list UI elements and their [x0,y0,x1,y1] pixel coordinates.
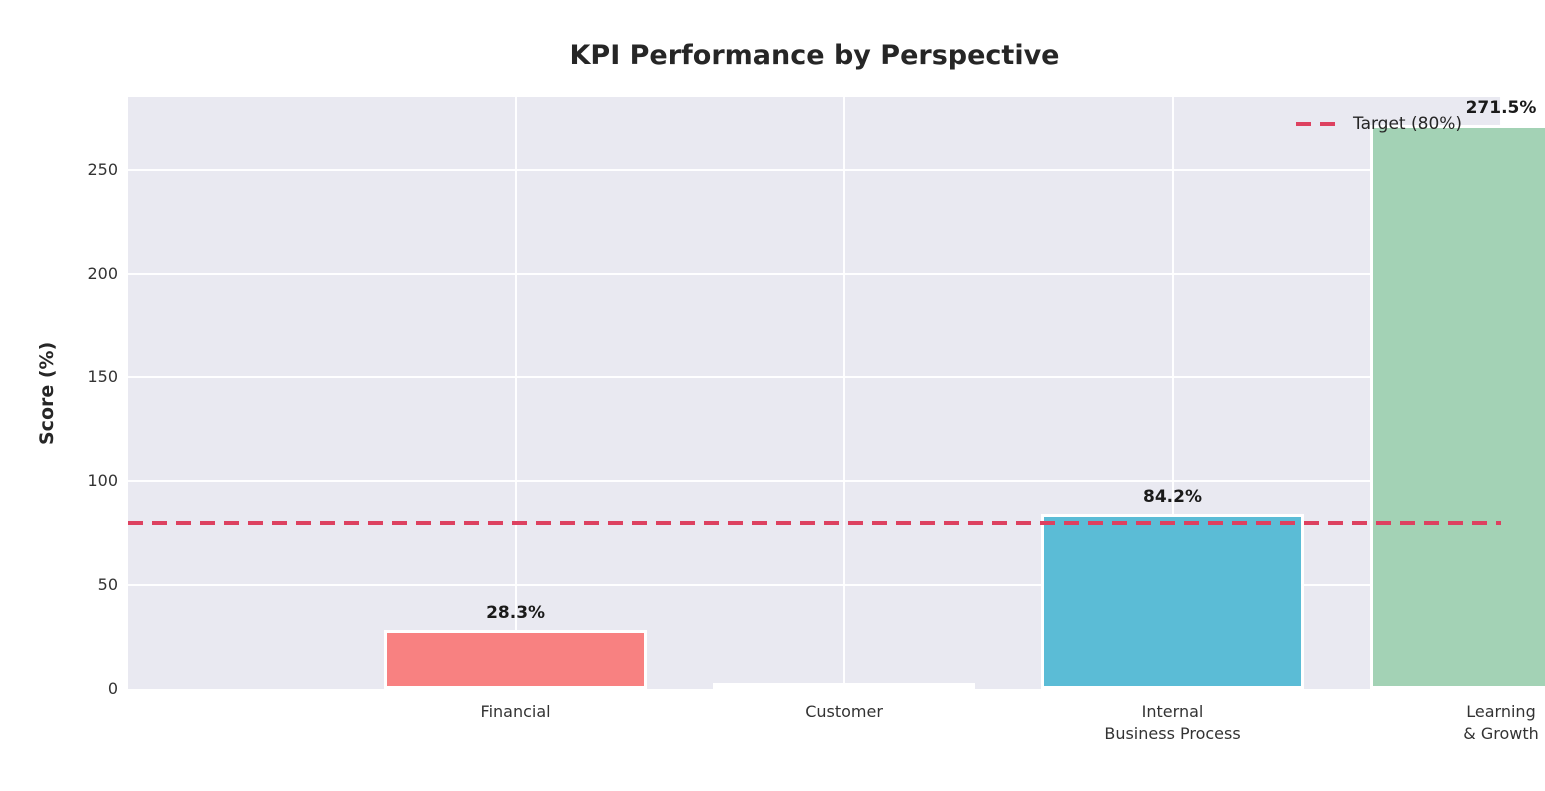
bar-financial [384,630,647,689]
target-threshold-line [128,520,1501,525]
y-tick-label: 0 [107,679,118,698]
vertical-gridline [1171,97,1174,689]
bar-value-label: 84.2% [1143,487,1202,508]
y-tick-label: 50 [97,575,118,595]
horizontal-gridline [128,168,1501,171]
y-tick-label: 100 [87,471,118,491]
x-tick-label: Customer [805,702,883,721]
y-tick-label: 250 [87,159,118,179]
plot-area: 28.3% 84.2% 271.5% [128,97,1545,689]
vertical-gridline [514,97,517,689]
horizontal-gridline [128,480,1501,483]
y-tick-label: 200 [87,263,118,283]
bar-value-label: 28.3% [486,603,546,624]
horizontal-gridline [128,376,1501,379]
target-line-legend-label: Target (80%) [1353,114,1463,134]
x-tick-label: Learning & Growth [1463,702,1539,743]
x-tick-label: Financial [480,702,551,721]
bar-value-label: 271.5% [1465,98,1537,119]
bar-learning-growth [1369,125,1545,689]
legend: Target (80%) [1296,114,1462,134]
bar-internal-business-process [1041,514,1304,689]
vertical-gridline [843,97,846,689]
x-tick-label: Internal Business Process [1104,702,1241,743]
y-tick-label: 150 [87,367,118,387]
chart-title: KPI Performance by Perspective [569,40,1060,71]
horizontal-gridline [128,272,1501,275]
horizontal-gridline [128,584,1501,587]
target-line-legend-marker-icon [1296,122,1340,126]
bar-customer [712,683,976,689]
y-axis-label: Score (%) [36,341,58,445]
